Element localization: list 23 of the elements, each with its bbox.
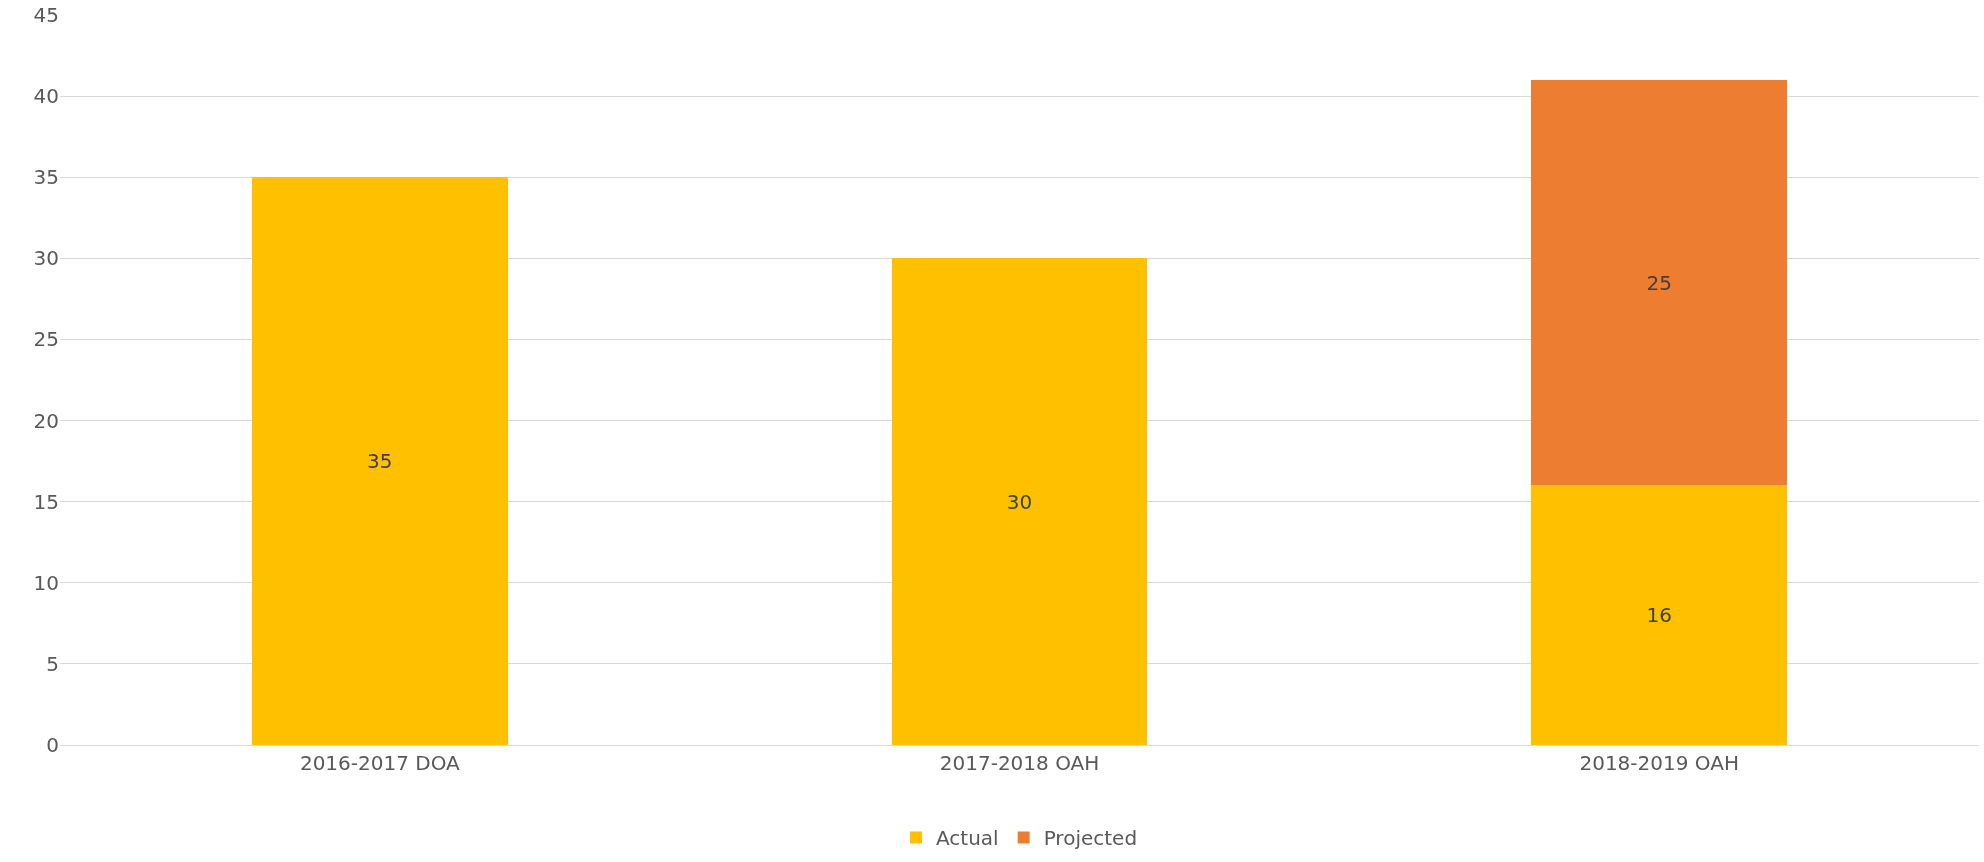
data-label: 35 bbox=[367, 449, 393, 474]
y-tick-label: 0 bbox=[46, 733, 59, 757]
y-tick-label: 10 bbox=[33, 570, 59, 595]
legend-label: Projected bbox=[1043, 826, 1138, 851]
x-tick-label: 2016-2017 DOA bbox=[299, 751, 461, 775]
y-tick-label: 35 bbox=[33, 165, 59, 190]
y-tick-label: 15 bbox=[33, 489, 59, 514]
bar bbox=[251, 177, 508, 745]
legend-label: Actual bbox=[936, 826, 999, 851]
data-label: 16 bbox=[1646, 603, 1672, 628]
bar bbox=[1531, 485, 1788, 745]
bar bbox=[1531, 79, 1788, 486]
data-label: 30 bbox=[1006, 489, 1033, 514]
y-tick-label: 20 bbox=[33, 408, 59, 433]
y-tick-label: 30 bbox=[33, 246, 59, 271]
y-tick-label: 45 bbox=[33, 3, 59, 27]
data-label: 25 bbox=[1646, 270, 1672, 295]
bar bbox=[891, 258, 1148, 745]
x-tick-label: 2017-2018 OAH bbox=[939, 751, 1100, 775]
y-tick-label: 40 bbox=[33, 84, 59, 109]
x-tick-label: 2018-2019 OAH bbox=[1579, 751, 1739, 775]
y-tick-label: 5 bbox=[46, 651, 59, 676]
y-tick-label: 25 bbox=[33, 327, 59, 352]
